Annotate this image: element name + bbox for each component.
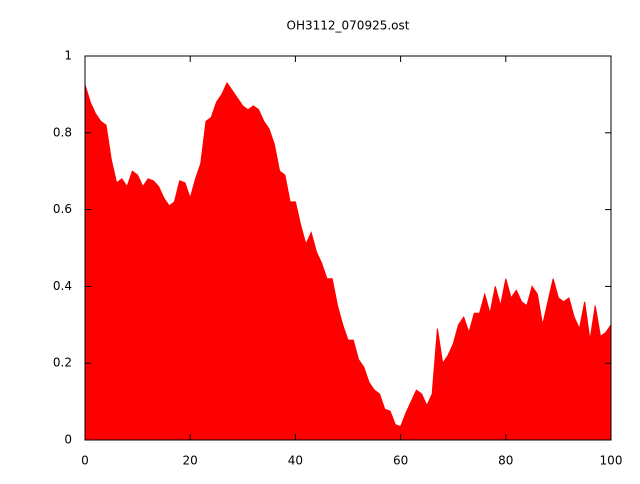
y-tick-label: 0.6: [53, 202, 72, 216]
x-tick-label: 80: [498, 454, 513, 468]
plot-border: [84, 55, 612, 441]
y-tick-label: 0.8: [53, 125, 72, 139]
area: [84, 81, 612, 441]
x-tick-label: 60: [393, 454, 408, 468]
x-tick-label: 20: [183, 454, 198, 468]
chart-title: OH3112_070925.ost: [287, 19, 410, 33]
x-tick-label: 40: [288, 454, 303, 468]
y-tick-label: 0.2: [53, 356, 72, 370]
y-tick-label: 0: [64, 433, 72, 447]
y-tick-label: 1: [64, 49, 72, 63]
y-tick-label: 0.4: [53, 279, 72, 293]
x-tick-label: 100: [600, 454, 623, 468]
x-tick-label: 0: [81, 454, 89, 468]
